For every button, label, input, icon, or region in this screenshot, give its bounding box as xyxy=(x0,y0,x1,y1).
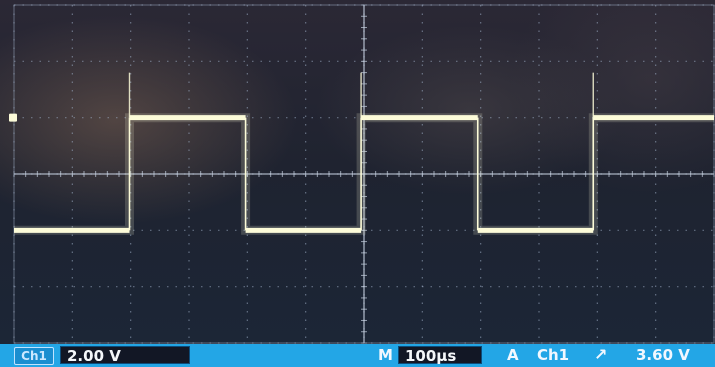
status-bar: Ch1 2.00 V M 100µs A Ch1 ↗ 3.60 V xyxy=(0,344,715,367)
channel-marker xyxy=(9,113,17,122)
trigger-channel-label: Ch1 xyxy=(537,346,570,364)
rising-edge-icon: ↗ xyxy=(594,345,608,364)
channel-badge[interactable]: Ch1 xyxy=(14,347,54,365)
trigger-level-readout: 3.60 V xyxy=(636,346,690,364)
time-per-div-readout: 100µs xyxy=(398,346,482,365)
trace-layer xyxy=(9,72,714,235)
main-timebase-label: M xyxy=(378,346,393,364)
trigger-mode-label: A xyxy=(507,346,519,364)
graticule-frame xyxy=(13,4,715,344)
volts-per-div-readout: 2.00 V xyxy=(60,346,190,365)
graticule xyxy=(13,4,715,344)
